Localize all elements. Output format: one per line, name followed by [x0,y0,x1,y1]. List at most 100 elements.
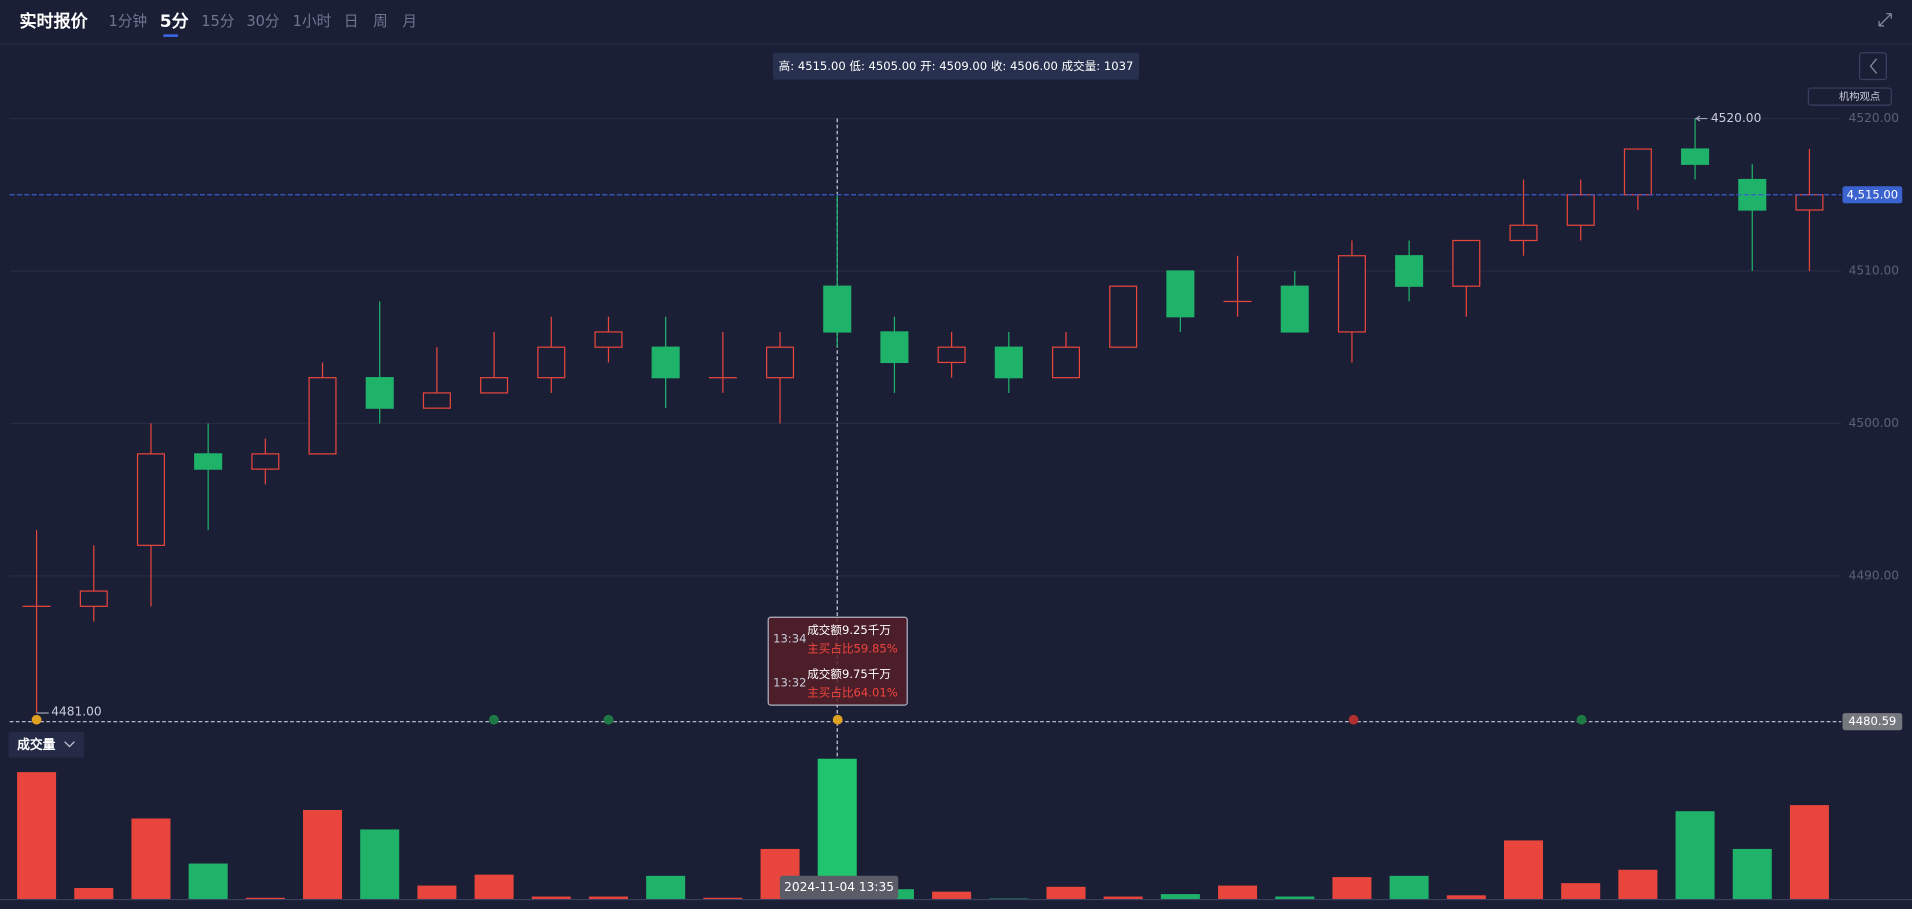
tab[interactable]: 1分钟 [109,13,148,30]
volume-label: 成交量 [17,737,56,753]
candle-body [1566,194,1595,226]
last-price-box [1842,186,1903,204]
volume-bar [1732,848,1772,899]
candle-body [651,346,680,379]
candle-body [1051,346,1081,379]
volume-bar [1675,811,1715,899]
volume-bar [245,897,285,899]
candle-body [1623,148,1652,196]
y-tick-label: 4510.00 [1849,263,1899,277]
tooltip-amount: 成交额9.25千万 [807,623,891,637]
candle-body [422,392,451,409]
candle-body [1395,255,1424,287]
dropdown-icon [64,741,75,748]
volume-bar [1503,840,1544,899]
candle-body [880,331,909,364]
candle-body [136,453,165,546]
candle-body [1509,224,1538,242]
y-tick-label: 4520.00 [1849,111,1899,125]
info-text: 高: 4515.00 低: 4505.00 开: 4509.00 收: 4506… [779,59,1134,73]
volume-bar [474,874,514,899]
candle-body [79,590,108,607]
back-icon [1869,58,1878,74]
info-bar [773,52,1139,80]
candle-body [766,346,795,379]
volume-bar [1160,894,1200,899]
tab[interactable]: 15分 [201,13,235,30]
volume-selector[interactable] [8,731,85,758]
volume-bar [1389,875,1429,899]
volume-bar [1561,883,1601,899]
tooltip-time: 13:34 [773,632,806,646]
tab-underline [163,34,179,37]
crosshair-time: 2024-11-04 13:35 [784,880,894,894]
back-button[interactable] [1858,52,1888,81]
event-marker [31,714,42,725]
y-tick-label: 4490.00 [1849,568,1899,582]
tooltip-amount: 成交额9.75千万 [807,667,891,681]
volume-bar [646,875,686,899]
high-label: 4520.00 [1711,111,1761,125]
tooltip-ratio: 主买占比59.85% [807,641,897,655]
collapse-icon[interactable] [1878,13,1892,27]
volume-bar [188,863,228,899]
candle-body [1452,239,1481,287]
tab[interactable]: 5分 [160,12,189,32]
tab[interactable]: 30分 [246,13,280,30]
volume-bar [531,896,571,899]
candle-body [937,346,966,364]
volume-bar [1275,896,1315,899]
tab[interactable]: 周 [373,13,388,30]
candle-body [1166,270,1195,318]
candle-body [365,377,394,409]
high-arrow [1695,115,1708,122]
crosshair-time-box [779,875,899,899]
event-marker [488,714,499,725]
low-line-box [1842,713,1903,731]
volume-bar [131,818,171,899]
volume-bar [1618,869,1658,899]
volume-bar [817,758,857,899]
tab[interactable]: 1小时 [293,13,332,30]
candle-body [1280,285,1309,333]
tab[interactable]: 月 [402,13,417,30]
tab[interactable]: 日 [344,13,359,30]
volume-bar [17,772,57,899]
candle-body [594,331,623,348]
volume-bar [1332,877,1372,899]
last-price-label: 4,515.00 [1847,187,1899,201]
candle-body [308,377,337,455]
volume-bar [1103,896,1143,899]
candles [22,118,1824,714]
volume-bar [932,891,972,899]
volume-bar [303,809,343,899]
candle-body [994,346,1023,379]
low-label: 4481.00 [51,704,101,718]
candle-body [1681,148,1710,165]
tooltip-box [767,616,908,706]
view-button-label: 机构观点 [1839,90,1880,103]
volume-bar [1446,895,1486,899]
volume-bar [588,896,628,899]
tooltip-time: 13:32 [773,676,806,690]
volume-bar [360,829,400,899]
y-tick-label: 4500.00 [1849,416,1899,430]
grid: 4490.00 4500.00 4510.00 4520.00 [9,111,1899,899]
view-button[interactable] [1807,87,1892,106]
volume-bar [1789,805,1829,899]
tooltip-ratio: 主买占比64.01% [807,685,897,699]
candle-body [194,453,223,470]
volume-bar [417,885,457,899]
volume-bar [1218,885,1258,899]
header-title: 实时报价 [20,11,89,32]
candle-body [1337,255,1366,333]
candle-body [823,285,852,333]
tabs: 1分钟 5分 15分 30分 1小时日周月 [109,12,417,37]
candle-body [537,346,566,379]
overlay: 4520.00 4481.00 4,515.00 4480.59 13:34成交额9.2… [9,111,1903,899]
volume-bar [1046,886,1086,899]
event-marker [603,714,614,725]
